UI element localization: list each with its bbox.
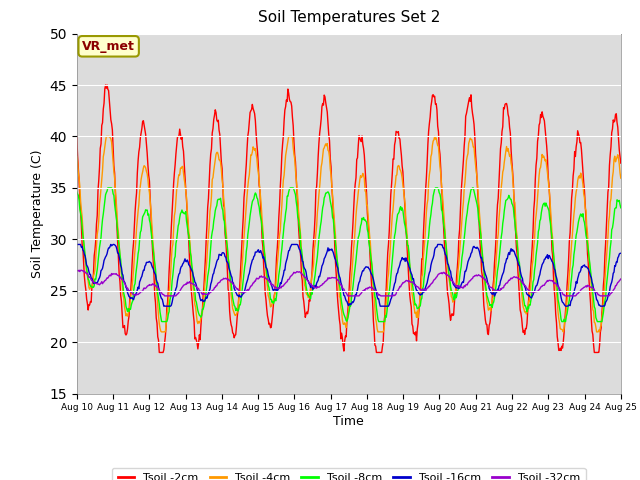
Tsoil -32cm xyxy=(140,286,147,292)
Tsoil -16cm xyxy=(160,303,168,309)
Tsoil -32cm xyxy=(196,288,204,294)
Tsoil -4cm xyxy=(224,254,232,260)
Line: Tsoil -8cm: Tsoil -8cm xyxy=(77,188,621,322)
Tsoil -32cm xyxy=(433,275,440,280)
Tsoil -8cm xyxy=(433,185,440,191)
Tsoil -4cm xyxy=(157,329,165,335)
Tsoil -8cm xyxy=(617,205,625,211)
Tsoil -16cm xyxy=(617,251,625,256)
Tsoil -16cm xyxy=(83,263,90,268)
Tsoil -16cm xyxy=(416,291,424,297)
Tsoil -2cm xyxy=(224,287,232,292)
Tsoil -32cm xyxy=(73,268,81,274)
Tsoil -2cm xyxy=(83,296,90,302)
Line: Tsoil -16cm: Tsoil -16cm xyxy=(77,244,621,306)
Tsoil -32cm xyxy=(417,286,424,292)
Y-axis label: Soil Temperature (C): Soil Temperature (C) xyxy=(31,149,44,278)
Tsoil -8cm xyxy=(140,213,147,218)
X-axis label: Time: Time xyxy=(333,415,364,428)
Tsoil -32cm xyxy=(76,267,83,273)
Line: Tsoil -4cm: Tsoil -4cm xyxy=(77,136,621,332)
Line: Tsoil -32cm: Tsoil -32cm xyxy=(77,270,621,296)
Legend: Tsoil -2cm, Tsoil -4cm, Tsoil -8cm, Tsoil -16cm, Tsoil -32cm: Tsoil -2cm, Tsoil -4cm, Tsoil -8cm, Tsoi… xyxy=(112,468,586,480)
Tsoil -8cm xyxy=(104,185,111,191)
Tsoil -2cm xyxy=(417,290,424,296)
Tsoil -4cm xyxy=(140,165,147,171)
Tsoil -32cm xyxy=(617,276,625,282)
Tsoil -16cm xyxy=(223,259,231,265)
Tsoil -32cm xyxy=(84,271,92,276)
Line: Tsoil -2cm: Tsoil -2cm xyxy=(77,85,621,352)
Tsoil -2cm xyxy=(433,101,440,107)
Tsoil -16cm xyxy=(139,270,147,276)
Tsoil -8cm xyxy=(73,189,81,195)
Tsoil -32cm xyxy=(161,293,168,299)
Tsoil -2cm xyxy=(73,133,81,139)
Tsoil -8cm xyxy=(224,255,232,261)
Tsoil -4cm xyxy=(73,154,81,159)
Tsoil -8cm xyxy=(159,319,166,324)
Tsoil -4cm xyxy=(617,175,625,181)
Tsoil -2cm xyxy=(196,332,204,338)
Tsoil -4cm xyxy=(102,133,110,139)
Tsoil -32cm xyxy=(224,276,232,282)
Tsoil -16cm xyxy=(73,241,81,247)
Tsoil -2cm xyxy=(102,82,109,88)
Tsoil -4cm xyxy=(433,135,440,141)
Tsoil -8cm xyxy=(196,312,204,318)
Text: VR_met: VR_met xyxy=(82,40,135,53)
Title: Soil Temperatures Set 2: Soil Temperatures Set 2 xyxy=(258,11,440,25)
Tsoil -16cm xyxy=(195,289,202,295)
Tsoil -2cm xyxy=(140,118,147,123)
Tsoil -2cm xyxy=(617,160,625,166)
Tsoil -4cm xyxy=(83,271,90,276)
Tsoil -2cm xyxy=(156,349,163,355)
Tsoil -8cm xyxy=(417,303,424,309)
Tsoil -4cm xyxy=(417,292,424,298)
Tsoil -8cm xyxy=(83,266,90,272)
Tsoil -16cm xyxy=(431,245,439,251)
Tsoil -4cm xyxy=(196,320,204,326)
